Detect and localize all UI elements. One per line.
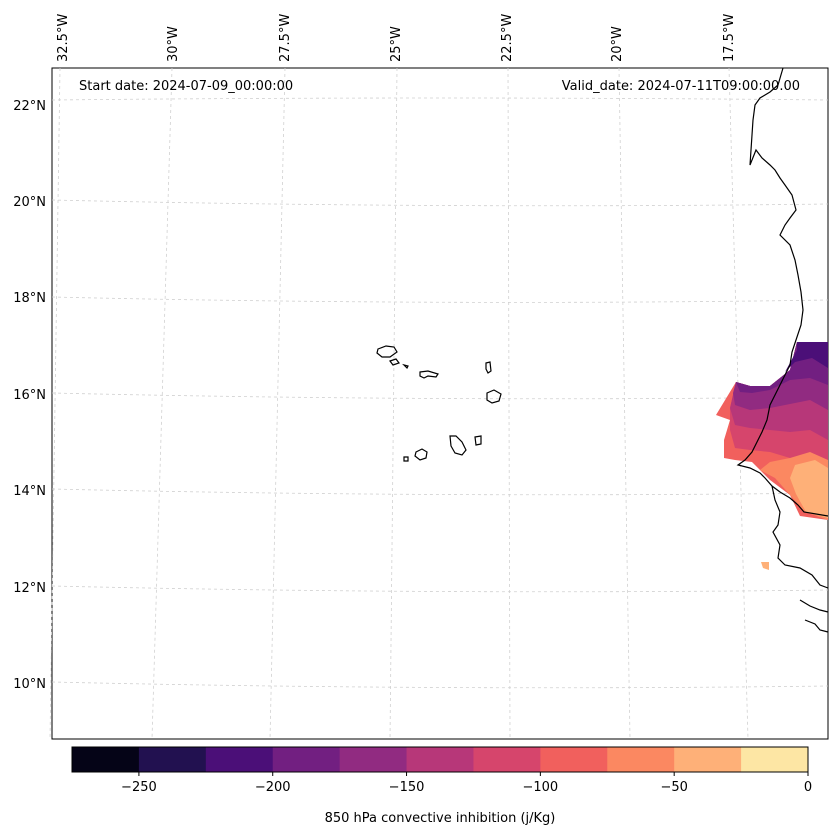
lon-label-17.5: 17.5°W (722, 14, 737, 62)
colorbar-label: 850 hPa convective inhibition (j/Kg) (325, 811, 556, 826)
island-sal (485, 361, 492, 374)
colorbar-segment (607, 747, 675, 772)
contour-fill-7 (790, 460, 828, 518)
start-date-annotation: Start date: 2024-07-09_00:00:00 (79, 79, 293, 94)
colorbar-outline (71, 746, 809, 773)
colorbar-segment (741, 747, 809, 772)
gridline-lon-22.5 (507, 67, 511, 740)
island-boa-vista (486, 389, 502, 404)
colorbar-segment (674, 747, 742, 772)
colorbar-ticks: −250 −200 −150 −100 −50 0 (121, 772, 812, 795)
colorbar-tick-label: −150 (389, 780, 425, 795)
lon-label-22.5: 22.5°W (500, 14, 515, 62)
colorbar-segment (138, 747, 207, 772)
coastlines (376, 67, 829, 633)
colorbar-tick-label: 0 (804, 780, 812, 795)
gridline-lat-18 (51, 296, 829, 303)
gridline-lat-22 (51, 97, 829, 101)
cin-contours (716, 342, 828, 570)
lat-label-18: 18°N (13, 291, 46, 306)
colorbar-segment (205, 747, 274, 772)
gridline-lon-32.5 (49, 67, 61, 740)
island-maio (474, 435, 482, 446)
lon-label-32.5: 32.5°W (56, 14, 71, 62)
island-santo-antao (376, 345, 398, 358)
map-frame (51, 67, 829, 740)
lat-label-14: 14°N (13, 484, 46, 499)
lon-label-27.5: 27.5°W (278, 14, 293, 62)
gridline-lat-12 (51, 585, 829, 593)
gridline-lon-20 (618, 67, 631, 740)
colorbar-segment (540, 747, 608, 772)
gridline-lon-27.5 (269, 67, 286, 740)
island-santiago (449, 435, 467, 456)
lon-label-30: 30°W (166, 26, 181, 62)
colorbar-tick-label: −100 (523, 780, 559, 795)
island-sao-nicolau (419, 370, 439, 379)
colorbar-segment (406, 747, 474, 772)
island-fogo (414, 448, 428, 461)
latitude-labels: 22°N 20°N 18°N 16°N 14°N 12°N 10°N (13, 99, 46, 692)
gridline-lon-30 (151, 67, 173, 740)
lon-label-25: 25°W (389, 26, 404, 62)
gridline-lon-25 (389, 67, 398, 740)
gridline-lon-17.5 (728, 67, 749, 740)
lon-label-20: 20°W (610, 26, 625, 62)
colorbar (71, 746, 809, 773)
contour-fill-8 (761, 562, 769, 570)
colorbar-tick-label: −250 (121, 780, 157, 795)
lat-label-16: 16°N (13, 388, 46, 403)
colorbar-segment (339, 747, 408, 772)
valid-date-annotation: Valid_date: 2024-07-11T09:00:00.00 (562, 79, 800, 94)
lat-label-10: 10°N (13, 677, 46, 692)
lat-label-12: 12°N (13, 581, 46, 596)
lat-label-20: 20°N (13, 195, 46, 210)
gridline-lat-10 (51, 681, 829, 689)
colorbar-segment (72, 747, 140, 772)
colorbar-tick-label: −200 (255, 780, 291, 795)
gridlines (49, 67, 829, 740)
island-sao-vicente (389, 358, 400, 366)
colorbar-segment (272, 747, 341, 772)
west-africa-coastline (736, 67, 829, 633)
contour-fill-5 (785, 342, 828, 372)
gridline-lat-16 (51, 392, 829, 400)
gridline-lat-14 (51, 488, 829, 496)
island-brava (403, 456, 409, 462)
gridline-lat-20 (51, 199, 829, 207)
longitude-labels: 32.5°W 30°W 27.5°W 25°W 22.5°W 20°W 17.5… (56, 14, 737, 62)
lat-label-22: 22°N (13, 99, 46, 114)
island-santa-luzia (402, 363, 409, 370)
colorbar-segment (473, 747, 541, 772)
colorbar-tick-label: −50 (660, 780, 687, 795)
